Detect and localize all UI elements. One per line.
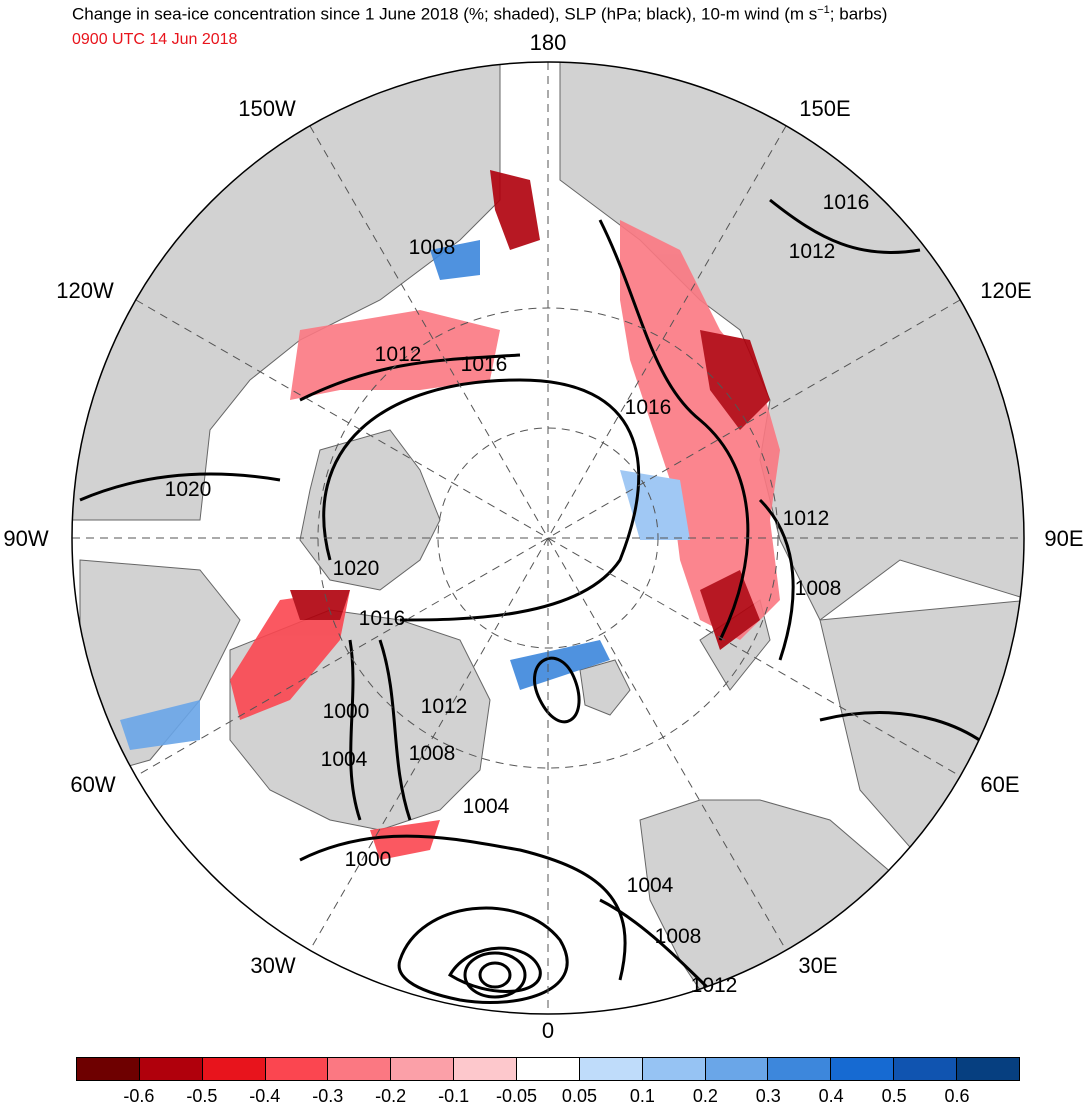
contour-label: 1012 (691, 974, 738, 997)
contour-label: 1012 (783, 507, 830, 530)
contour-line (299, 834, 627, 981)
colorbar-tick-label: 0.2 (692, 1086, 718, 1106)
contour-label: 1020 (333, 557, 380, 580)
contour-label: 1016 (461, 353, 508, 376)
lon-label-0: 0 (541, 1018, 555, 1043)
contour-label: 1016 (823, 191, 870, 214)
colorbar-tick-label: -0.5 (186, 1086, 218, 1106)
contour-label: 1000 (323, 700, 370, 723)
ice-loss-laptev (620, 220, 780, 640)
ice-loss-baffin (230, 590, 350, 720)
ice-loss-laptev-core (700, 330, 770, 430)
colorbar-swatch (517, 1058, 580, 1080)
contour-line (378, 639, 412, 821)
colorbar-swatch (957, 1058, 1019, 1080)
colorbar-swatch (391, 1058, 455, 1080)
colorbar-tick-label: -0.2 (375, 1086, 407, 1106)
contour-label: 1000 (345, 848, 392, 871)
lon-label-150e: 150E (799, 96, 851, 121)
lon-label-90w: 90W (3, 526, 49, 551)
colorbar-tick-label: -0.1 (438, 1086, 470, 1106)
colorbar-tick-label: 0.4 (818, 1086, 844, 1106)
map-border (71, 61, 1025, 1015)
contour-line (79, 472, 281, 502)
colorbar-tick-label: 0.3 (755, 1086, 781, 1106)
colorbar-swatch (579, 1058, 643, 1080)
contour-label: 1012 (789, 240, 836, 263)
lon-label-30e: 30E (798, 953, 838, 978)
contour-label: 1008 (409, 742, 456, 765)
contour-line (598, 219, 750, 641)
colorbar-swatch (265, 1058, 329, 1080)
colorbar-swatch (77, 1058, 140, 1080)
contour-label: 1016 (359, 607, 406, 630)
lon-label-120w: 120W (56, 278, 114, 303)
slp-contours (79, 198, 1022, 1004)
colorbar (76, 1057, 1020, 1081)
contour-line (397, 906, 569, 1004)
chart-title: Change in sea-ice concentration since 1 … (72, 4, 888, 24)
contour-line (322, 378, 641, 622)
ice-loss-hudson-strait (290, 590, 350, 620)
contour-line (348, 639, 362, 821)
colorbar-swatch (202, 1058, 266, 1080)
colorbar-swatch (454, 1058, 518, 1080)
colorbar-swatch (328, 1058, 392, 1080)
contour-label: 1012 (375, 343, 422, 366)
contour-label: 1020 (165, 478, 212, 501)
contour-label: 1004 (463, 795, 510, 818)
lon-label-90e: 90E (1044, 526, 1084, 551)
contour-line (447, 946, 542, 993)
colorbar-swatch (831, 1058, 895, 1080)
colorbar-tick-label: 0.05 (561, 1086, 597, 1106)
colorbar-tick-label: 0.1 (629, 1086, 655, 1106)
contour-line (299, 353, 521, 402)
contour-line (533, 656, 581, 724)
contour-label: 1008 (795, 577, 842, 600)
contour-label: 1016 (625, 396, 672, 419)
ice-loss-greenland-se (370, 820, 440, 860)
contour-label: 1012 (421, 695, 468, 718)
colorbar-tick-label: -0.05 (496, 1086, 538, 1106)
contour-label: 1004 (321, 748, 368, 771)
colorbar-tick-label: -0.6 (123, 1086, 155, 1106)
colorbar-swatch (139, 1058, 203, 1080)
valid-time: 0900 UTC 14 Jun 2018 (72, 31, 238, 48)
land-canadian-archipelago (299, 429, 441, 591)
ice-gain-labrador (120, 700, 200, 750)
colorbar-swatch (705, 1058, 769, 1080)
colorbar-swatch (894, 1058, 958, 1080)
lon-label-180: 180 (529, 30, 567, 55)
contour-label: 1004 (627, 874, 674, 897)
colorbar-swatch (642, 1058, 706, 1080)
colorbar-tick-label: -0.4 (249, 1086, 281, 1106)
contour-line (478, 961, 512, 989)
contour-label: 1008 (655, 925, 702, 948)
lon-label-60e: 60E (980, 772, 1020, 797)
contour-line (758, 498, 795, 661)
ice-loss-chukchi (490, 170, 540, 250)
colorbar-tick-label: -0.3 (312, 1086, 344, 1106)
colorbar-swatch (768, 1058, 832, 1080)
ice-loss-kara (700, 570, 760, 650)
colorbar-tick-label: 0.6 (944, 1086, 970, 1106)
contour-label: 1008 (409, 236, 456, 259)
colorbar-tick-label: 0.5 (881, 1086, 907, 1106)
ice-loss-beaufort (290, 310, 500, 400)
contour-line (463, 951, 527, 999)
contour-line (769, 198, 921, 254)
ice-gain-chukchi (430, 240, 480, 280)
lon-label-60w: 60W (70, 772, 116, 797)
lon-label-30w: 30W (250, 953, 296, 978)
graticule (72, 62, 1024, 1014)
land-svalbard (579, 659, 631, 716)
lon-label-150w: 150W (238, 96, 296, 121)
lon-label-120e: 120E (980, 278, 1032, 303)
slp-contour-labels: 1016 1012 1008 1012 1016 1016 1012 1008 … (165, 191, 870, 997)
